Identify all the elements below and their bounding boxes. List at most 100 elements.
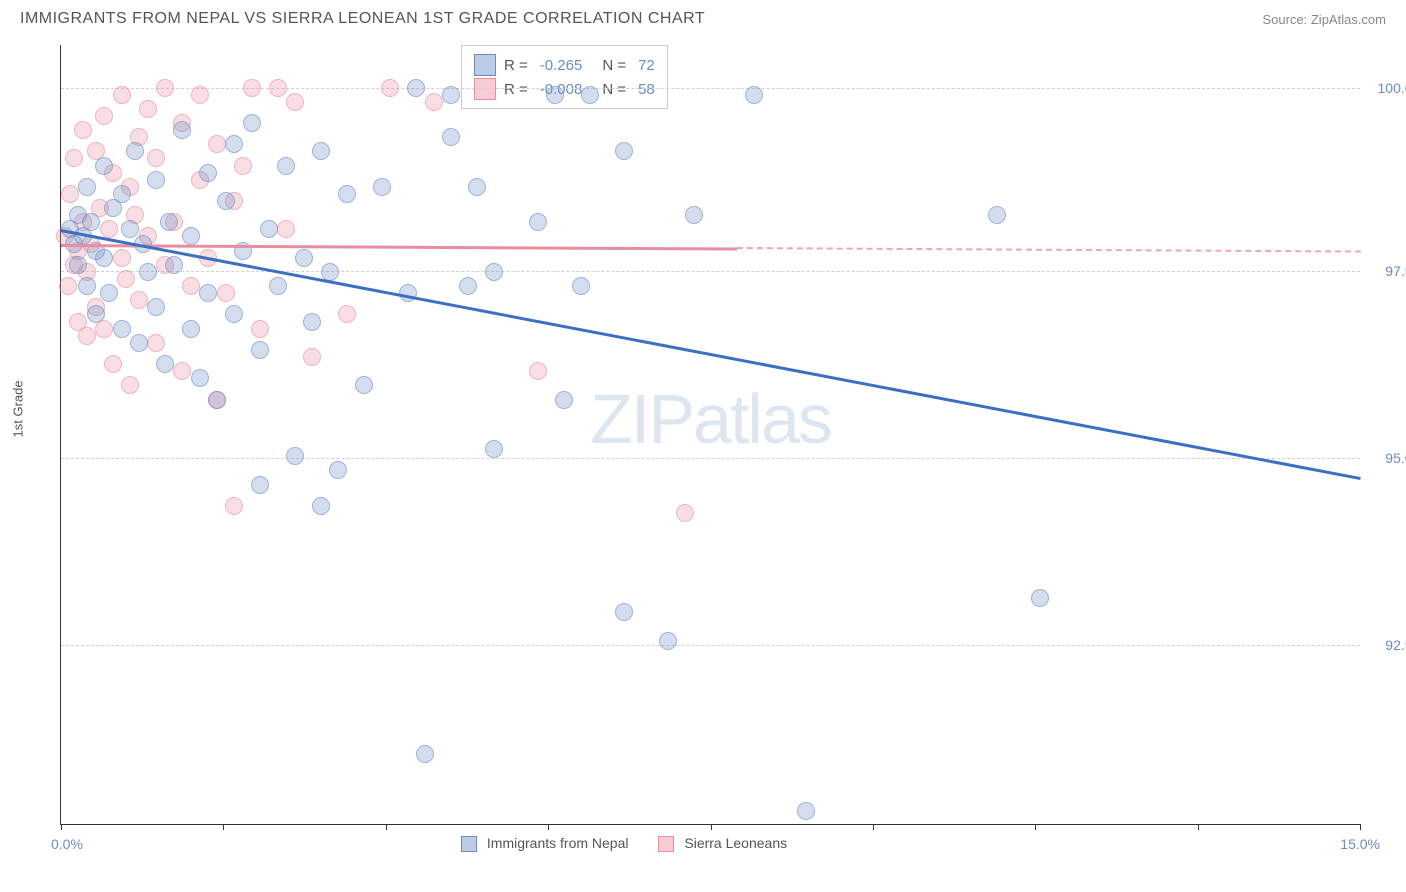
data-point [425, 93, 443, 111]
data-point [1031, 589, 1049, 607]
data-point [381, 79, 399, 97]
data-point [130, 334, 148, 352]
data-point [468, 178, 486, 196]
x-tick [1198, 824, 1199, 830]
x-tick [873, 824, 874, 830]
watermark: ZIPatlas [590, 379, 831, 459]
data-point [61, 185, 79, 203]
data-point [199, 284, 217, 302]
data-point [459, 277, 477, 295]
data-point [95, 249, 113, 267]
data-point [113, 86, 131, 104]
data-point [191, 369, 209, 387]
data-point [303, 313, 321, 331]
data-point [615, 603, 633, 621]
data-point [745, 86, 763, 104]
data-point [572, 277, 590, 295]
data-point [225, 497, 243, 515]
data-point [685, 206, 703, 224]
data-point [529, 213, 547, 231]
data-point [407, 79, 425, 97]
data-point [988, 206, 1006, 224]
chart-area: ZIPatlas R = -0.265 N = 72 R = -0.008 N … [60, 45, 1360, 825]
data-point [546, 86, 564, 104]
data-point [269, 277, 287, 295]
data-point [234, 157, 252, 175]
data-point [243, 114, 261, 132]
swatch-pink-icon [474, 78, 496, 100]
data-point [74, 121, 92, 139]
data-point [95, 107, 113, 125]
data-point [173, 362, 191, 380]
gridline [61, 458, 1360, 459]
x-min-label: 0.0% [51, 836, 83, 852]
data-point [78, 277, 96, 295]
x-tick [711, 824, 712, 830]
legend-row-blue: R = -0.265 N = 72 [474, 54, 655, 76]
x-tick [386, 824, 387, 830]
data-point [147, 334, 165, 352]
data-point [312, 142, 330, 160]
data-point [130, 291, 148, 309]
data-point [295, 249, 313, 267]
data-point [208, 135, 226, 153]
chart-title: IMMIGRANTS FROM NEPAL VS SIERRA LEONEAN … [20, 10, 705, 28]
data-point [69, 256, 87, 274]
data-point [225, 135, 243, 153]
data-point [269, 79, 287, 97]
x-max-label: 15.0% [1340, 836, 1380, 852]
data-point [156, 355, 174, 373]
x-tick [61, 824, 62, 830]
legend-row-pink: R = -0.008 N = 58 [474, 78, 655, 100]
data-point [59, 277, 77, 295]
data-point [126, 142, 144, 160]
data-point [442, 128, 460, 146]
data-point [676, 504, 694, 522]
data-point [208, 391, 226, 409]
data-point [485, 440, 503, 458]
data-point [251, 476, 269, 494]
data-point [82, 213, 100, 231]
x-tick [548, 824, 549, 830]
x-tick [223, 824, 224, 830]
data-point [260, 220, 278, 238]
data-point [78, 327, 96, 345]
header: IMMIGRANTS FROM NEPAL VS SIERRA LEONEAN … [20, 10, 1386, 28]
data-point [529, 362, 547, 380]
data-point [182, 227, 200, 245]
data-point [338, 305, 356, 323]
data-point [113, 249, 131, 267]
data-point [104, 355, 122, 373]
data-point [329, 461, 347, 479]
data-point [485, 263, 503, 281]
y-axis-label: 1st Grade [11, 380, 26, 437]
data-point [78, 178, 96, 196]
y-tick-label: 95.0% [1385, 450, 1406, 466]
data-point [182, 320, 200, 338]
data-point [442, 86, 460, 104]
data-point [615, 142, 633, 160]
data-point [147, 298, 165, 316]
y-tick-label: 97.5% [1385, 263, 1406, 279]
x-tick [1035, 824, 1036, 830]
data-point [355, 376, 373, 394]
correlation-legend: R = -0.265 N = 72 R = -0.008 N = 58 [461, 45, 668, 109]
data-point [121, 376, 139, 394]
data-point [160, 213, 178, 231]
data-point [100, 284, 118, 302]
swatch-blue-icon [461, 836, 477, 852]
data-point [95, 157, 113, 175]
data-point [251, 320, 269, 338]
data-point [139, 263, 157, 281]
gridline [61, 645, 1360, 646]
y-tick-label: 100.0% [1378, 80, 1406, 96]
swatch-pink-icon [658, 836, 674, 852]
data-point [147, 171, 165, 189]
data-point [113, 185, 131, 203]
data-point [277, 220, 295, 238]
data-point [199, 164, 217, 182]
data-point [373, 178, 391, 196]
data-point [139, 100, 157, 118]
data-point [251, 341, 269, 359]
data-point [243, 79, 261, 97]
